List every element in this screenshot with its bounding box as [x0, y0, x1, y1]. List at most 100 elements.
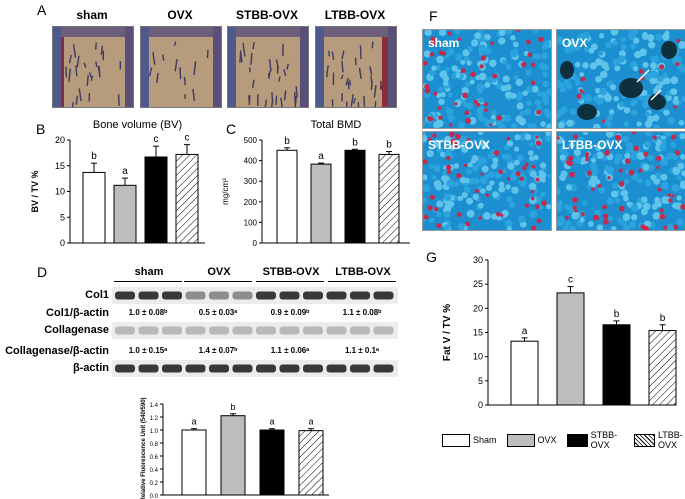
significance-letter: c: [568, 275, 573, 286]
y-axis-label: BV / TV %: [30, 170, 40, 212]
significance-letter: c: [185, 133, 190, 144]
fluorescence-image: [556, 131, 685, 231]
blot-ratio-value: 0.9 ± 0.09ᵇ: [270, 308, 310, 317]
y-tick-label: 30: [473, 255, 483, 265]
bar-ovx: [310, 163, 332, 244]
blot-row-label: Collagenase/β-actin: [5, 345, 109, 357]
legend-label: LTBB-OVX: [657, 430, 683, 450]
blot-ratio-value: 1.0 ± 0.15ᵃ: [128, 346, 168, 355]
y-tick-label: 0.6: [150, 455, 159, 461]
histology-label: LTBB-OVX: [324, 8, 386, 22]
bar-ltbb-ovx: [648, 330, 677, 406]
bar-sham: [181, 429, 207, 496]
y-tick-label: 0.2: [150, 481, 159, 487]
chart-bone-volume: B Bone volume (BV) 0 5 10 15 20 BV / TV % b a c c: [30, 119, 205, 248]
chart-total-bmd: C Total BMD 0 100 200 300 400 500 mg/cm³ b a b b: [221, 119, 410, 248]
chart-title: Total BMD: [311, 119, 362, 131]
bar-sham: [510, 340, 539, 406]
y-tick-label: 0.8: [150, 442, 159, 448]
legend: Sham OVX STBB-OVX LTBB-OVX: [442, 430, 685, 450]
bar-ovx: [113, 184, 137, 244]
significance-letter: c: [154, 134, 159, 145]
legend-label: STBB-OVX: [590, 430, 618, 450]
bar-ovx: [220, 415, 246, 496]
y-axis-label: Fat V / TV %: [442, 304, 453, 361]
y-tick-label: 400: [244, 157, 258, 166]
histology-image: [227, 26, 309, 108]
fluorescence-label: STBB-OVX: [428, 138, 491, 152]
significance-letter: b: [230, 402, 235, 412]
blot-ratio-value: 1.4 ± 0.07ᵇ: [198, 346, 238, 355]
legend-item: LTBB-OVX: [634, 430, 685, 450]
blot-row-label: Col1: [85, 289, 109, 301]
significance-letter: a: [191, 417, 196, 427]
blot-group-underline: [328, 281, 396, 282]
significance-letter: a: [308, 417, 313, 427]
blot-group-label: sham: [134, 266, 164, 278]
significance-letter: a: [122, 166, 128, 177]
blot-group-label: OVX: [207, 266, 231, 278]
legend-swatch: [442, 433, 470, 447]
y-axis-label: mg/cm³: [221, 178, 230, 205]
histology-image: [52, 26, 134, 108]
bar-stbb-ovx: [144, 156, 168, 244]
fluorescence-image: [422, 131, 552, 231]
y-tick-label: 5: [60, 212, 65, 222]
histology-label: sham: [76, 8, 108, 22]
significance-letter: b: [614, 309, 620, 320]
blot-group-underline: [184, 281, 252, 282]
y-tick-label: 10: [473, 352, 483, 362]
blot-group-label: STBB-OVX: [262, 266, 320, 278]
y-tick-label: 500: [244, 136, 258, 145]
histology-label: STBB-OVX: [235, 8, 298, 22]
panel-letter-f: F: [429, 8, 438, 24]
significance-letter: a: [522, 326, 528, 337]
y-tick-label: 200: [244, 198, 258, 207]
blot-ratio-value: 1.0 ± 0.08ᵇ: [128, 308, 168, 317]
fluorescence-label: LTBB-OVX: [562, 138, 623, 152]
bar-stbb-ovx: [259, 429, 285, 496]
fluorescence-label: sham: [428, 36, 460, 50]
y-tick-label: 100: [244, 218, 258, 227]
panel-letter-a: A: [37, 2, 47, 18]
y-axis-label: Relative Fluorescence Unit (540/590): [141, 397, 147, 499]
significance-letter: b: [660, 313, 666, 324]
fluorescence-image: [422, 29, 552, 129]
blot-ratio-value: 1.1 ± 0.08ᵇ: [342, 308, 382, 317]
legend-swatch: [634, 433, 655, 447]
legend-label: OVX: [537, 435, 557, 445]
bar-ltbb-ovx: [378, 153, 400, 244]
y-tick-label: 10: [55, 187, 65, 197]
panel-letter-d: D: [37, 264, 48, 280]
bar-sham: [276, 149, 298, 244]
y-tick-label: 0.4: [150, 468, 159, 474]
panel-letter: G: [426, 249, 437, 265]
significance-letter: b: [352, 137, 358, 148]
significance-letter: b: [91, 151, 97, 162]
y-tick-label: 1.4: [150, 403, 159, 409]
panel-letter: C: [226, 121, 236, 137]
significance-letter: a: [318, 151, 324, 162]
fluorescence-label: OVX: [562, 36, 588, 50]
blot-ratio-value: 1.1 ± 0.1ᵃ: [344, 346, 380, 355]
y-tick-label: 20: [473, 303, 483, 313]
y-tick-label: 25: [473, 279, 483, 289]
y-tick-label: 15: [473, 328, 483, 338]
legend-swatch: [566, 433, 588, 447]
y-tick-label: 0: [478, 400, 483, 410]
histology-label: OVX: [167, 8, 193, 22]
histology-image: [315, 26, 397, 108]
significance-letter: a: [269, 417, 274, 427]
y-tick-label: 300: [244, 177, 258, 186]
blot-strip: [112, 322, 398, 339]
y-tick-label: 0.0: [150, 494, 159, 499]
bar-stbb-ovx: [602, 324, 631, 406]
histology-image: [140, 26, 222, 108]
y-tick-label: 1.0: [150, 429, 159, 435]
bar-stbb-ovx: [344, 149, 366, 244]
significance-letter: b: [386, 140, 392, 151]
y-tick-label: 20: [55, 135, 65, 145]
blot-group-label: LTBB-OVX: [335, 266, 391, 278]
panel-letter: B: [36, 121, 45, 137]
bar-ovx: [556, 292, 585, 406]
